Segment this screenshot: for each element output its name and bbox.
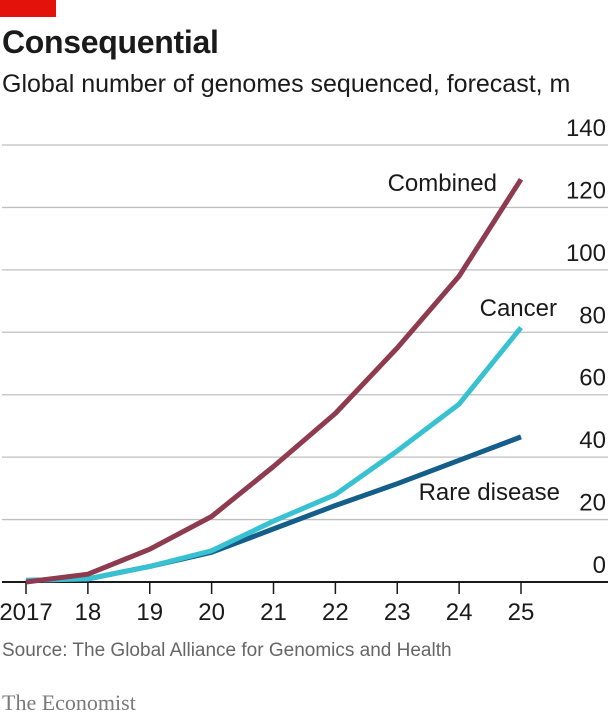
chart-title: Consequential xyxy=(2,24,219,60)
y-tick-label-0: 0 xyxy=(593,552,606,579)
chart-subtitle: Global number of genomes sequenced, fore… xyxy=(2,70,571,98)
x-tick-label-2025: 25 xyxy=(508,599,535,626)
x-tick-label-2023: 23 xyxy=(384,599,411,626)
y-tick-label-20: 20 xyxy=(579,490,606,517)
series-label-cancer: Cancer xyxy=(480,295,557,322)
brand-wordmark: The Economist xyxy=(2,690,136,715)
y-tick-label-60: 60 xyxy=(579,365,606,392)
y-tick-label-40: 40 xyxy=(579,427,606,454)
series-label-combined: Combined xyxy=(388,170,497,197)
series-line-combined xyxy=(25,177,524,585)
x-tick-label-2018: 18 xyxy=(75,599,102,626)
source-note: Source: The Global Alliance for Genomics… xyxy=(2,640,452,661)
x-tick-label-2024: 24 xyxy=(446,599,473,626)
y-tick-label-120: 120 xyxy=(566,177,606,204)
y-tick-label-80: 80 xyxy=(579,302,606,329)
y-tick-label-140: 140 xyxy=(566,115,606,142)
x-tick-label-2017: 2017 xyxy=(0,599,53,626)
series-line-cancer xyxy=(25,326,523,583)
series-line-rare-disease xyxy=(25,434,522,583)
y-tick-label-100: 100 xyxy=(566,240,606,267)
x-tick-label-2021: 21 xyxy=(260,599,287,626)
series-label-rare-disease: Rare disease xyxy=(419,479,560,506)
x-tick-label-2022: 22 xyxy=(322,599,349,626)
brand-tag xyxy=(0,0,56,17)
x-tick-label-2019: 19 xyxy=(136,599,163,626)
x-tick-label-2020: 20 xyxy=(198,599,225,626)
